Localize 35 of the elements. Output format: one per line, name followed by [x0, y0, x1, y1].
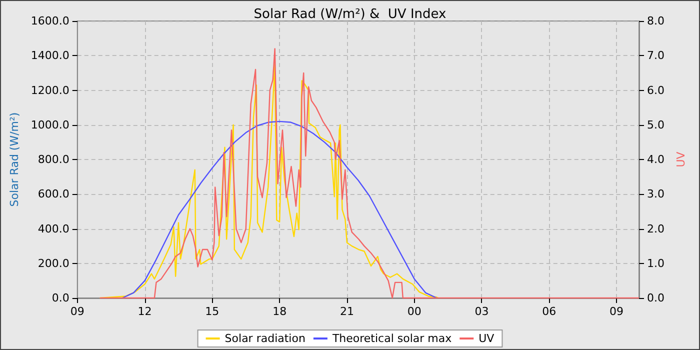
x-tick-label: 00 — [407, 305, 422, 318]
legend-label: Theoretical solar max — [331, 332, 452, 345]
line-series — [122, 120, 438, 299]
legend-label: Solar radiation — [224, 332, 306, 345]
x-tick-label: 09 — [610, 305, 624, 318]
line-series — [99, 48, 640, 299]
x-tick-label: 15 — [205, 305, 220, 318]
x-tick-label: 18 — [272, 305, 287, 318]
y2-tick-label: 4.0 — [647, 153, 664, 166]
y2-tick-label: 6.0 — [647, 84, 664, 97]
x-tick-label: 03 — [474, 305, 489, 318]
y2-tick-label: 7.0 — [647, 49, 664, 62]
y2-tick-label: 3.0 — [647, 188, 664, 201]
x-tick-label: 06 — [542, 305, 556, 318]
x-tick-label: 09 — [70, 305, 84, 318]
legend-label: UV — [478, 332, 495, 345]
y-tick-label: 1200.0 — [30, 84, 70, 97]
y-tick-label: 600.0 — [38, 188, 70, 201]
y-tick-label: 1000.0 — [30, 118, 70, 132]
y2-tick-label: 5.0 — [647, 118, 664, 132]
y-tick-label: 400.0 — [38, 222, 70, 236]
y2-tick-label: 1.0 — [647, 256, 664, 270]
y-axis-title: Solar Rad (W/m²) — [8, 112, 21, 207]
x-tick-label: 12 — [138, 305, 152, 318]
y2-tick-label: 0.0 — [647, 292, 664, 304]
y-tick-label: 1400.0 — [30, 49, 70, 62]
y2-tick-label: 2.0 — [647, 222, 664, 236]
y2-axis-title: UV — [674, 151, 688, 168]
x-tick-label: 21 — [340, 305, 354, 318]
y-tick-label: 200.0 — [38, 256, 70, 270]
y-tick-label: 1600.0 — [30, 14, 70, 28]
y-tick-label: 0.0 — [52, 292, 70, 304]
y-tick-label: 800.0 — [38, 153, 70, 166]
y2-tick-label: 8.0 — [647, 14, 664, 28]
chart-title: Solar Rad (W/m²) & UV Index — [254, 7, 447, 22]
